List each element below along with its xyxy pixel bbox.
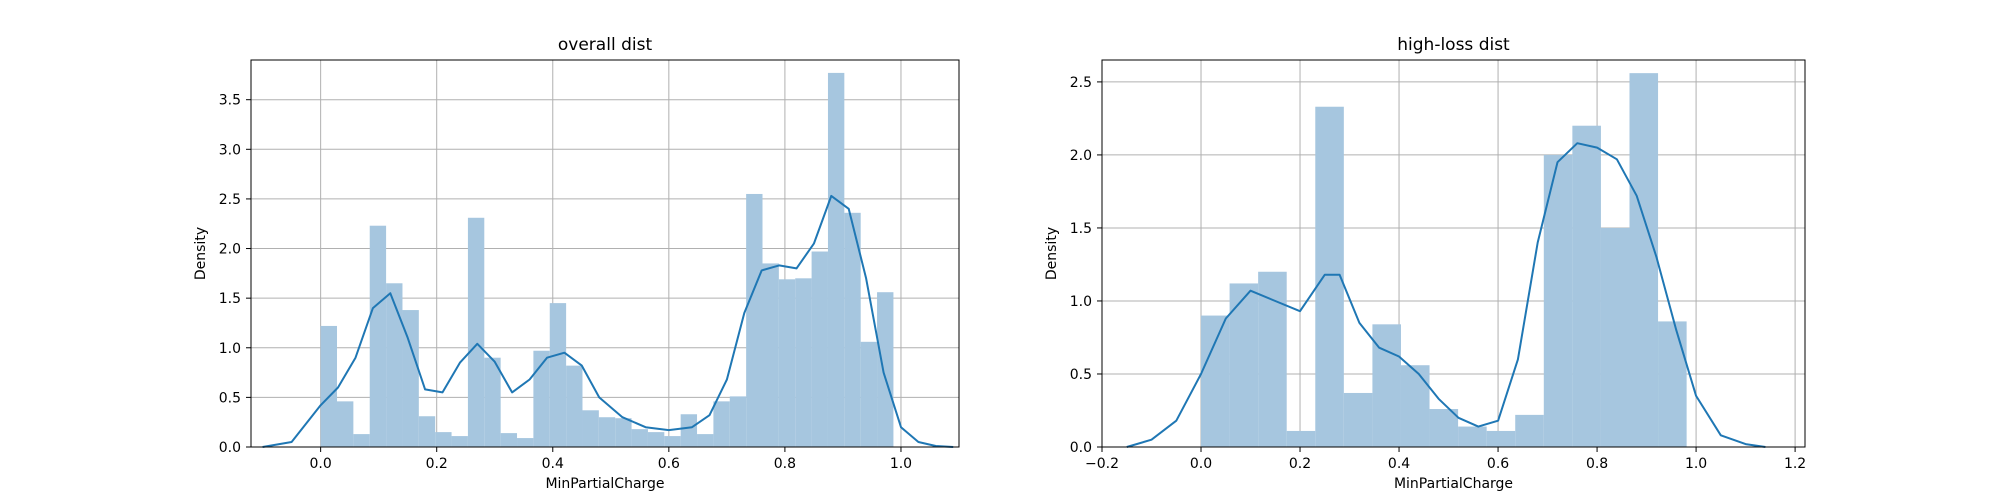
plot-area-frame [250, 59, 960, 448]
histogram-bar [746, 193, 763, 447]
histogram-bar [762, 263, 779, 447]
x-tick-label: 0.6 [658, 456, 680, 472]
histogram-bar [664, 436, 681, 447]
histogram-bar [582, 410, 599, 447]
x-tick-label: 1.0 [890, 456, 912, 472]
chart-title: overall dist [558, 35, 653, 55]
y-tick-label: 1.5 [219, 291, 241, 307]
y-tick-label: 1.0 [219, 341, 241, 357]
x-tick-label: 0.6 [1487, 456, 1509, 472]
histogram-bar [844, 212, 861, 447]
histogram-bar [1229, 283, 1259, 447]
histogram-bar [729, 396, 747, 447]
histogram-bar [1258, 271, 1287, 447]
histogram-bar [386, 283, 403, 447]
histogram-bar [795, 278, 812, 447]
y-tick-label: 0.5 [1070, 367, 1092, 383]
histogram-bar [337, 401, 354, 447]
histogram-bar [402, 310, 419, 447]
histogram-bar [877, 292, 894, 447]
x-axis-label: MinPartialCharge [1394, 476, 1513, 492]
subplot-high-loss: −0.2 0.0 0.2 0.4 0.6 0.8 1.0 1.20.00.51.01.52.0… [1044, 35, 1806, 492]
histogram-bar [500, 433, 518, 447]
y-tick-label: 3.0 [219, 142, 241, 158]
histogram-bar [1658, 321, 1687, 447]
y-tick-label: 2.5 [219, 192, 241, 208]
y-tick-label: 2.0 [1070, 148, 1092, 164]
histogram-bar [435, 432, 452, 447]
histogram-bar [566, 365, 583, 447]
histogram-bar [353, 434, 370, 447]
histogram-bar [1629, 73, 1659, 447]
histogram-bar [533, 350, 550, 447]
histogram-bar [549, 303, 567, 447]
x-tick-label: 0.2 [1289, 456, 1311, 472]
histogram-bar [1286, 430, 1316, 447]
x-axis-label: MinPartialCharge [545, 476, 664, 492]
y-tick-label: 0.0 [219, 440, 241, 456]
histogram-bar [778, 279, 796, 447]
histogram-bar [1572, 125, 1601, 447]
histogram-bar [598, 417, 616, 447]
x-tick-label: 0.0 [1190, 456, 1212, 472]
histogram-bar [418, 416, 436, 447]
y-tick-label: 1.5 [1070, 221, 1092, 237]
histogram-bar [860, 341, 878, 447]
histogram-bar [1515, 414, 1544, 447]
x-tick-label: 0.8 [774, 456, 796, 472]
histogram-bar [631, 429, 648, 447]
histogram-bar [517, 438, 534, 447]
histogram-bar [680, 414, 698, 447]
histogram-bar [1372, 324, 1401, 447]
kde-line [262, 194, 954, 448]
histogram-bar [1486, 430, 1516, 447]
histogram-bar [697, 434, 714, 447]
x-tick-label: 0.4 [542, 456, 564, 472]
y-tick-label: 0.0 [1070, 440, 1092, 456]
histogram-bar [1315, 106, 1344, 447]
plot-area-frame [1101, 59, 1806, 448]
histogram-bar [615, 418, 632, 447]
histogram-bar [484, 357, 501, 447]
subplot-overall: 0.0 0.2 0.4 0.6 0.8 1.0 0.0 0.5 1.0 1.5 2.0 2.5 3.0 3… [193, 35, 960, 492]
x-tick-label: −0.2 [1085, 456, 1119, 472]
kde-line [1126, 142, 1766, 448]
histogram-bar [1458, 426, 1487, 447]
x-tick-label: 1.0 [1685, 456, 1707, 472]
y-tick-label: 3.5 [219, 93, 241, 109]
x-tick-label: 1.2 [1784, 456, 1806, 472]
y-tick-label: 0.5 [219, 390, 241, 406]
histogram-bar [1343, 392, 1373, 447]
y-axis-label: Density [1044, 227, 1060, 280]
y-tick-label: 2.0 [219, 242, 241, 258]
histogram-bar [1543, 154, 1573, 447]
y-tick-label: 1.0 [1070, 294, 1092, 310]
histogram-bar [1400, 365, 1430, 447]
histogram-bar [827, 72, 845, 448]
histogram-bar [647, 432, 665, 447]
histogram-bar [320, 325, 338, 447]
histogram-bar [467, 217, 485, 447]
histogram-bar [713, 401, 730, 447]
x-tick-label: 0.4 [1388, 456, 1410, 472]
x-tick-label: 0.0 [310, 456, 332, 472]
histogram-bar [369, 225, 387, 447]
y-tick-label: 2.5 [1070, 75, 1092, 91]
x-tick-label: 0.8 [1586, 456, 1608, 472]
histogram-bar [1429, 409, 1459, 447]
x-tick-label: 0.2 [426, 456, 448, 472]
chart-title: high-loss dist [1397, 35, 1510, 55]
histogram-bar [451, 436, 468, 447]
histogram-bar [811, 251, 828, 447]
y-axis-label: Density [193, 227, 209, 280]
histogram-bar [1600, 227, 1630, 447]
histogram-bar [1201, 315, 1230, 447]
